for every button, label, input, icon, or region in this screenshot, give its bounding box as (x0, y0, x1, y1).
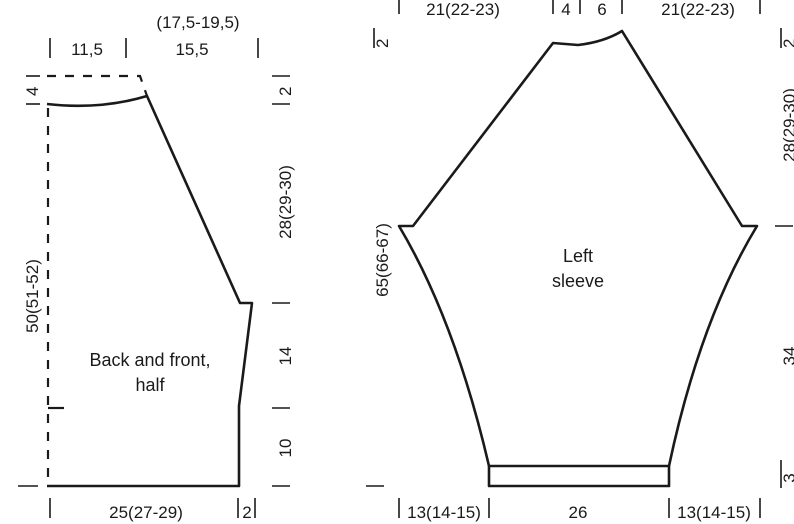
bottom-width: 25(27-29) (109, 503, 183, 522)
sleeve-bottom-mid: 26 (569, 503, 588, 522)
total-length: 50(51-52) (23, 259, 42, 333)
sleeve-total-length: 65(66-67) (373, 223, 392, 297)
sleeve-right-top-small: 2 (780, 39, 794, 48)
back-front-label-line2: half (135, 375, 165, 395)
sleeve-top-right: 21(22-23) (661, 0, 735, 19)
sleeve-label-line2: sleeve (552, 271, 604, 291)
sleeve-bottom-right: 13(14-15) (677, 503, 751, 522)
bottom-small: 2 (242, 503, 251, 522)
sleeve-top-mid1: 4 (561, 0, 570, 19)
side-upper: 14 (276, 347, 295, 366)
neck-depth: 4 (23, 87, 42, 96)
sleeve-cuff (489, 466, 669, 486)
side-lower: 10 (276, 439, 295, 458)
back-front-label-line1: Back and front, (89, 350, 210, 370)
top-left-width: 11,5 (71, 40, 103, 59)
sleeve-label-line1: Left (563, 246, 593, 266)
back-neck-line (47, 76, 147, 96)
sleeve-left-top-small: 2 (373, 39, 392, 48)
sleeve-top-left: 21(22-23) (426, 0, 500, 19)
sleeve-piece: Left sleeve 21(22-23) 4 6 21(22-23) 2 65… (366, 0, 794, 522)
back-front-outline (47, 96, 252, 486)
back-front-piece: Back and front, half (17,5-19,5) 11,5 15… (18, 13, 295, 522)
sleeve-lower-length: 34 (780, 347, 794, 366)
sleeve-top-mid2: 6 (597, 0, 606, 19)
sleeve-cuff-height: 3 (780, 473, 794, 482)
top-total-dimension: (17,5-19,5) (156, 13, 239, 32)
sleeve-raglan-height: 28(29-30) (780, 88, 794, 162)
sleeve-bottom-left: 13(14-15) (407, 503, 481, 522)
top-right-width: 15,5 (175, 40, 208, 59)
armhole-height: 28(29-30) (276, 165, 295, 239)
shoulder-small: 2 (276, 87, 295, 96)
